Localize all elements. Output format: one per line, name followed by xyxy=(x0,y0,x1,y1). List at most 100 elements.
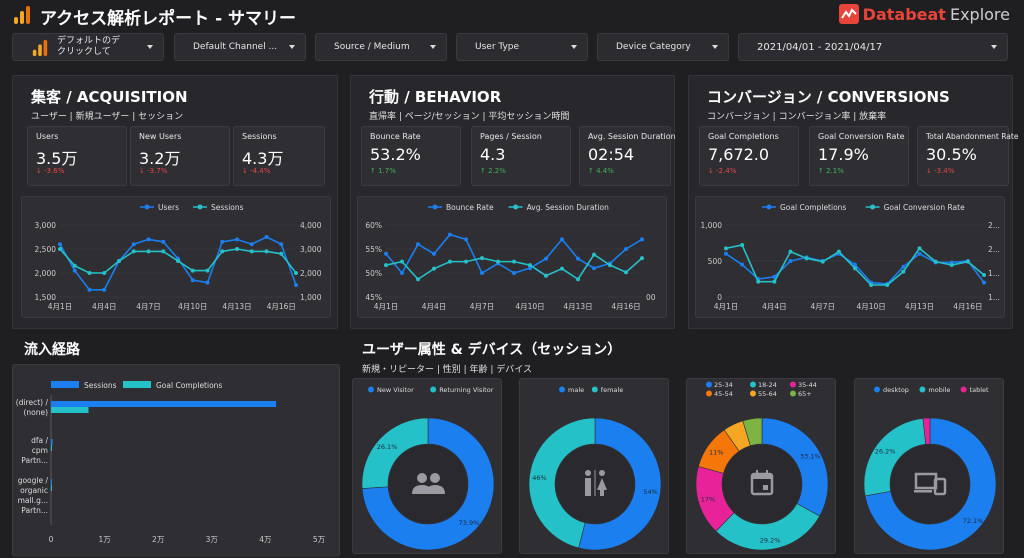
y-tick-left: 0 xyxy=(717,293,722,302)
kpi-avg-session-duration[interactable]: Avg. Session Duration 02:54 ↑ 4.4% xyxy=(579,126,676,186)
data-point xyxy=(576,256,580,261)
chart-svg: Goal Completions Goal Conversion Rate 1,00… xyxy=(701,203,1000,311)
legend-marker xyxy=(706,381,712,388)
kpi-pages-per-session[interactable]: Pages / Session 4.3 ↑ 2.2% xyxy=(471,126,571,186)
slice-label: 33.1% xyxy=(800,453,821,461)
slice-label: 72.1% xyxy=(963,517,984,525)
y-tick-left: 50% xyxy=(365,269,382,278)
gender-donut-chart[interactable]: male female 54% 46% xyxy=(519,378,669,554)
kpi-total-abandonment-rate[interactable]: Total Abandonment Rate 30.5% ↓ -3.4% xyxy=(917,126,1018,186)
calendar-ring xyxy=(756,470,758,475)
device-donut-chart[interactable]: desktop mobile tablet 72.1% 26.2% xyxy=(854,378,1004,554)
data-point xyxy=(917,251,922,256)
traffic-bar-chart[interactable]: Sessions Goal Completions 0 1万 2万 3万 4万 5万 (dire… xyxy=(12,364,340,557)
category-label-line: (direct) / xyxy=(16,398,49,407)
data-point xyxy=(220,239,225,244)
bar-sessions xyxy=(51,479,52,485)
data-point xyxy=(933,259,938,264)
donut-slice xyxy=(922,417,931,445)
kpi-bounce-rate[interactable]: Bounce Rate 53.2% ↑ 1.7% xyxy=(361,126,461,186)
data-point xyxy=(624,270,628,275)
female-body xyxy=(597,478,607,496)
data-point xyxy=(640,256,644,261)
user-type-donut-chart[interactable]: New Visitor Returning Visitor 73.9% 26.1% xyxy=(352,378,502,554)
data-point xyxy=(220,249,225,254)
y-tick-right: 3,000 xyxy=(300,245,322,254)
slice-label: 54% xyxy=(643,488,657,496)
kpi-users[interactable]: Users 3.5万 ↓ -3.6% xyxy=(27,126,127,186)
calendar-ring xyxy=(766,470,768,475)
data-point xyxy=(176,259,180,263)
category-label-line: organic xyxy=(20,486,48,495)
traffic-title: 流入経路 xyxy=(24,342,80,358)
category-label-line: Partn... xyxy=(21,456,48,465)
data-point xyxy=(836,249,841,254)
data-point xyxy=(131,242,136,247)
data-point xyxy=(190,278,195,283)
data-point xyxy=(982,273,986,277)
chevron-down-icon xyxy=(571,45,577,49)
user-type-filter[interactable]: User Type xyxy=(456,33,588,61)
data-point xyxy=(901,264,906,269)
legend-label: mobile xyxy=(928,386,950,394)
divider xyxy=(594,470,596,496)
kpi-goal-completions[interactable]: Goal Completions 7,672.0 ↓ -2.4% xyxy=(699,126,799,186)
person-body xyxy=(426,485,445,494)
account-filter[interactable]: デフォルトのデ クリックして xyxy=(12,33,164,61)
data-point xyxy=(804,256,809,261)
brand-logo[interactable]: Databeat Explore xyxy=(838,4,1010,24)
behavior-line-chart[interactable]: Bounce Rate Avg. Session Duration 60% 55% 50… xyxy=(357,196,667,318)
data-point xyxy=(528,266,532,271)
kpi-label: Total Abandonment Rate xyxy=(926,132,1019,141)
kpi-label: Sessions xyxy=(242,132,277,141)
kpi-new-users[interactable]: New Users 3.2万 ↓ -3.7% xyxy=(130,126,230,186)
channel-filter[interactable]: Default Channel ... xyxy=(174,33,306,61)
monitor-base xyxy=(914,490,932,493)
donut-hole xyxy=(723,445,801,523)
header: アクセス解析レポート - サマリー Databeat Explore xyxy=(0,0,1024,30)
slice-label: 29.2% xyxy=(760,536,781,544)
kpi-delta: ↓ -4.4% xyxy=(242,167,271,175)
device-category-label: Device Category xyxy=(616,42,691,52)
data-point xyxy=(264,249,269,254)
y-tick-left: 1,500 xyxy=(35,293,57,302)
category-label-line: (none) xyxy=(23,408,48,417)
kpi-value: 3.5万 xyxy=(36,149,78,168)
data-point xyxy=(608,263,612,268)
demographics-subtitle: 新規・リピーター | 性別 | 年齢 | デバイス xyxy=(362,365,532,375)
source-medium-filter[interactable]: Source / Medium xyxy=(315,33,447,61)
age-donut-chart[interactable]: 25-34 18-24 35-44 45-54 55-64 65+ 33.1% 29.2% 17… xyxy=(686,378,836,554)
conversions-line-chart[interactable]: Goal Completions Goal Conversion Rate 1,00… xyxy=(695,196,1005,318)
kpi-goal-conversion-rate[interactable]: Goal Conversion Rate 17.9% ↑ 2.1% xyxy=(809,126,909,186)
user-type-label: User Type xyxy=(475,42,520,52)
legend-marker xyxy=(144,204,150,210)
acquisition-line-chart[interactable]: Users Sessions 3,000 2,500 2,000 1,500 4,000 3,… xyxy=(21,196,331,318)
data-point xyxy=(235,237,239,242)
analytics-logo-icon xyxy=(14,6,30,24)
data-point xyxy=(146,237,151,242)
data-point xyxy=(820,259,825,264)
data-point xyxy=(640,237,644,242)
data-point xyxy=(901,269,906,274)
brand-name: Databeat xyxy=(862,4,946,24)
legend-marker xyxy=(430,386,437,393)
device-category-filter[interactable]: Device Category xyxy=(597,33,729,61)
legend-label: Goal Completions xyxy=(156,381,222,390)
date-range-picker[interactable]: 2021/04/01 - 2021/04/17 xyxy=(738,33,1008,61)
kpi-value: 3.2万 xyxy=(139,149,181,168)
chart-svg: New Visitor Returning Visitor 73.9% 26.1% xyxy=(361,386,495,551)
data-point xyxy=(740,243,745,247)
data-point xyxy=(512,259,516,264)
date-range-label: 2021/04/01 - 2021/04/17 xyxy=(757,41,883,53)
data-point xyxy=(788,259,793,263)
data-point xyxy=(982,280,986,285)
person-head xyxy=(599,470,605,476)
legend-label: Avg. Session Duration xyxy=(527,203,609,212)
data-point xyxy=(131,249,136,254)
kpi-sessions[interactable]: Sessions 4.3万 ↓ -4.4% xyxy=(233,126,325,186)
kpi-value: 02:54 xyxy=(588,145,635,164)
data-point xyxy=(869,283,874,287)
data-point xyxy=(279,251,284,256)
restroom-icon xyxy=(585,470,607,496)
legend-marker xyxy=(432,204,438,210)
